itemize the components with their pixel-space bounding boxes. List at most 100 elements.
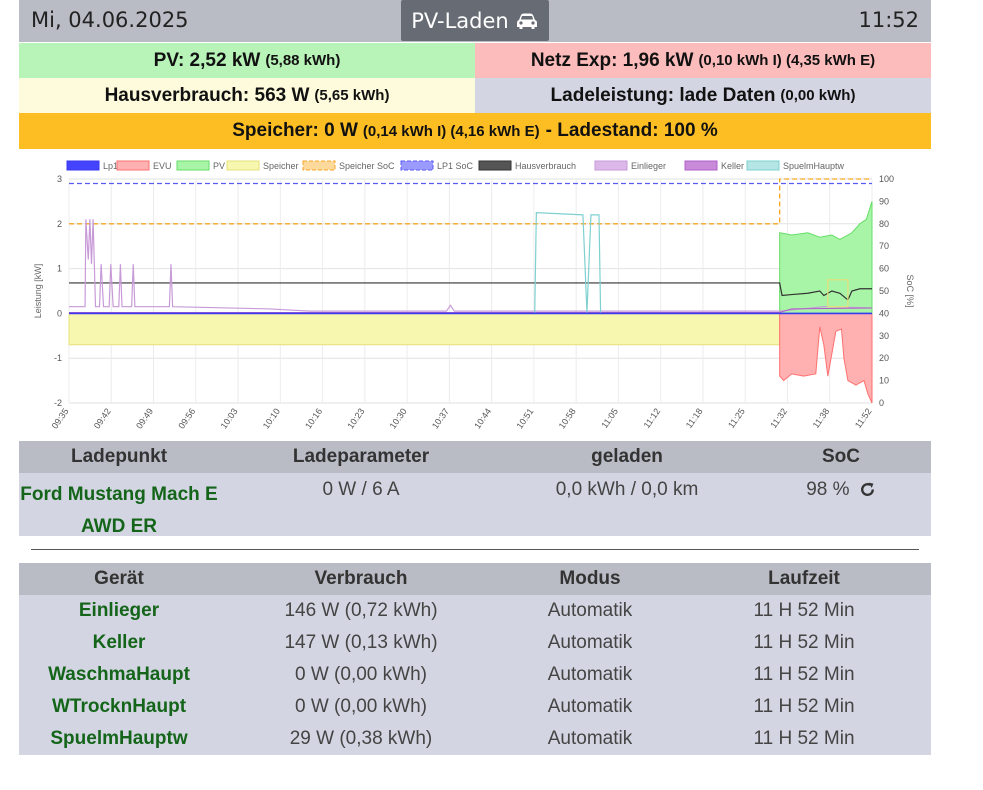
geladen-value: 0,0 kWh / 0,0 km — [555, 479, 699, 500]
table-row[interactable]: WaschmaHaupt 0 W (0,00 kWh) Automatik 11… — [19, 659, 931, 691]
legend-swatch — [302, 160, 336, 171]
power-chart[interactable]: Lp1 EVU PV Speicher Speicher SoC LP1 SoC Hausv… — [19, 152, 931, 440]
device-modus[interactable]: Automatik — [547, 632, 633, 653]
speicher-sub: (0,14 kWh I) (4,16 kWh E) — [362, 122, 540, 140]
x-tick: 09:49 — [134, 406, 155, 430]
x-tick: 11:12 — [642, 406, 663, 430]
y-tick-right: 80 — [879, 219, 889, 229]
device-laufzeit: 11 H 52 Min — [753, 632, 855, 653]
device-modus[interactable]: Automatik — [547, 664, 633, 685]
speicher-label: Speicher: 0 W — [232, 120, 358, 141]
top-header: Mi, 04.06.2025 PV-Laden 11:52 — [19, 0, 931, 42]
table-row[interactable]: Ford Mustang Mach E AWD ER 0 W / 6 A 0,0… — [19, 473, 931, 537]
y-tick-right: 50 — [879, 286, 889, 296]
device-name[interactable]: WTrocknHaupt — [51, 696, 187, 717]
legend-swatch — [746, 160, 780, 171]
x-tick: 10:51 — [514, 406, 535, 430]
y-axis-title-left: Leistung [kW] — [33, 264, 43, 319]
x-tick: 11:18 — [684, 406, 705, 430]
device-name[interactable]: WaschmaHaupt — [48, 664, 190, 685]
netz-label: Netz Exp: 1,96 kW — [530, 49, 694, 71]
x-tick: 11:05 — [599, 406, 620, 430]
x-tick: 09:35 — [50, 406, 71, 430]
x-tick: 10:23 — [345, 406, 366, 430]
y-tick-right: 90 — [879, 196, 889, 206]
device-modus[interactable]: Automatik — [547, 600, 633, 621]
legend-swatch — [478, 160, 512, 171]
col-header-ladeparameter: Ladeparameter — [292, 446, 430, 467]
device-laufzeit: 11 H 52 Min — [753, 664, 855, 685]
x-tick: 10:37 — [430, 406, 451, 430]
x-tick: 10:44 — [472, 406, 493, 430]
x-tick: 11:25 — [726, 406, 747, 430]
table-row[interactable]: WTrocknHaupt 0 W (0,00 kWh) Automatik 11… — [19, 691, 931, 723]
ladepunkt-name[interactable]: Ford Mustang Mach E AWD ER — [20, 484, 218, 537]
charge-mode-button[interactable]: PV-Laden — [401, 0, 549, 41]
ladeparameter-value[interactable]: 0 W / 6 A — [322, 479, 400, 500]
pv-sub: (5,88 kWh) — [265, 52, 341, 69]
device-modus[interactable]: Automatik — [547, 728, 633, 749]
col-header-soc: SoC — [822, 446, 860, 467]
haus-sub: (5,65 kWh) — [314, 87, 390, 104]
device-name[interactable]: Einlieger — [78, 600, 160, 621]
x-tick: 11:38 — [811, 406, 832, 430]
y-tick-left: 0 — [57, 308, 62, 318]
y-tick-right: 10 — [879, 376, 889, 386]
legend-label: Speicher — [263, 161, 299, 171]
legend-swatch — [176, 160, 210, 171]
legend-label: EVU — [153, 161, 172, 171]
haus-label: Hausverbrauch: 563 W — [104, 84, 310, 106]
x-tick: 10:10 — [261, 406, 282, 430]
device-laufzeit: 11 H 52 Min — [753, 600, 855, 621]
refresh-icon[interactable] — [859, 481, 876, 498]
lade-sub: (0,00 kWh) — [780, 87, 856, 104]
col-header-laufzeit: Laufzeit — [768, 568, 840, 589]
y-tick-right: 60 — [879, 264, 889, 274]
col-header-geraet: Gerät — [94, 568, 144, 589]
legend-swatch — [684, 160, 718, 171]
legend-label: SpuelmHauptw — [783, 161, 845, 171]
series-spuelmhauptw — [534, 211, 602, 313]
series-speicher-soc — [69, 178, 872, 225]
legend-swatch — [116, 160, 150, 171]
y-tick-right: 70 — [879, 241, 889, 251]
col-header-ladepunkt: Ladepunkt — [70, 446, 168, 467]
device-verbrauch: 0 W (0,00 kWh) — [295, 696, 427, 717]
legend-label: Einlieger — [631, 161, 666, 171]
table-row[interactable]: Keller 147 W (0,13 kWh) Automatik 11 H 5… — [19, 627, 931, 659]
device-verbrauch: 29 W (0,38 kWh) — [289, 728, 433, 749]
speicher-tail: - Ladestand: 100 % — [545, 120, 718, 141]
ladepunkt-table: Ladepunkt Ladeparameter geladen SoC Ford… — [19, 441, 931, 537]
speicher-summary: Speicher: 0 W (0,14 kWh I) (4,16 kWh E) … — [19, 113, 931, 149]
header-date: Mi, 04.06.2025 — [31, 8, 189, 32]
summary-row-3: Speicher: 0 W (0,14 kWh I) (4,16 kWh E) … — [19, 113, 931, 149]
legend-label: Speicher SoC — [339, 161, 395, 171]
x-tick: 11:52 — [853, 406, 874, 430]
device-modus[interactable]: Automatik — [547, 696, 633, 717]
table-row[interactable]: Einlieger 146 W (0,72 kWh) Automatik 11 … — [19, 595, 931, 627]
y-axis-title-right: SoC [%] — [905, 274, 915, 307]
y-tick-right: 30 — [879, 331, 889, 341]
legend-swatch — [400, 160, 434, 171]
y-tick-left: -2 — [54, 398, 62, 408]
device-name[interactable]: SpuelmHauptw — [50, 728, 188, 749]
haus-summary: Hausverbrauch: 563 W (5,65 kWh) — [19, 78, 475, 113]
x-tick: 09:56 — [176, 406, 197, 430]
device-name[interactable]: Keller — [92, 632, 146, 653]
table-row[interactable]: SpuelmHauptw 29 W (0,38 kWh) Automatik 1… — [19, 723, 931, 755]
power-chart-svg[interactable]: Lp1 EVU PV Speicher Speicher SoC LP1 SoC Hausv… — [19, 152, 931, 440]
pv-label: PV: 2,52 kW — [153, 49, 261, 71]
charge-mode-label: PV-Laden — [411, 8, 509, 33]
netz-sub: (0,10 kWh I) (4,35 kWh E) — [698, 52, 876, 69]
legend-swatch — [594, 160, 628, 171]
series-keller — [69, 307, 873, 314]
device-verbrauch: 146 W (0,72 kWh) — [284, 600, 438, 621]
header-time: 11:52 — [858, 8, 919, 32]
soc-value: 98 % — [806, 479, 850, 500]
section-divider — [31, 549, 919, 550]
legend-label: Hausverbrauch — [515, 161, 576, 171]
x-tick: 10:58 — [557, 406, 578, 430]
legend-label: LP1 SoC — [437, 161, 474, 171]
device-laufzeit: 11 H 52 Min — [753, 696, 855, 717]
legend-swatch — [226, 160, 260, 171]
